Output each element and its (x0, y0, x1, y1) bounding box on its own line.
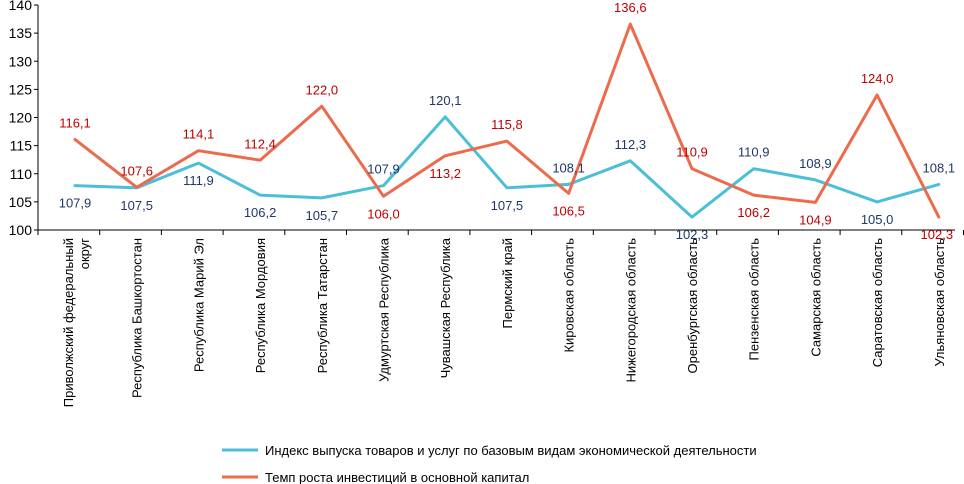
investment-growth-data-label: 104,9 (799, 212, 832, 227)
investment-growth-data-label: 102,3 (921, 227, 954, 242)
output-index-data-label: 111,9 (183, 173, 214, 188)
y-axis: 100 105 110 115 120 125 130 135 140 (9, 0, 39, 238)
investment-growth-data-label: 110,9 (676, 145, 708, 160)
output-index-data-label: 107,9 (367, 162, 400, 177)
investment-growth-data-label: 113,2 (429, 166, 461, 181)
investment-growth-data-label: 106,0 (367, 206, 400, 221)
x-tick-label: Республика Марий Эл (191, 238, 206, 372)
series-lines (73, 22, 941, 219)
x-tick-label: Кировская область (562, 238, 577, 353)
x-tick-label: Пермский край (500, 238, 515, 328)
investment-growth-data-label: 124,0 (861, 71, 894, 86)
output-index-data-label: 102,3 (676, 227, 709, 242)
x-tick-label: Саратовская область (870, 238, 885, 367)
y-tick-label: 115 (10, 138, 33, 154)
x-tick-label: Удмуртская Республика (377, 237, 392, 382)
legend-label-output-index: Индекс выпуска товаров и услуг по базовы… (265, 443, 757, 458)
y-tick-label: 130 (9, 53, 33, 69)
data-labels: 107,9 107,5 111,9 106,2 105,7 107,9 120,1 107,5… (59, 0, 955, 242)
x-axis: Приволжский федеральныйокруг Республика Б… (37, 229, 964, 407)
investment-growth-data-label: 122,0 (306, 82, 339, 97)
investment-growth-data-label: 106,2 (737, 205, 770, 220)
x-tick-label: Республика Мордовия (253, 238, 268, 373)
legend-label-investment-growth: Темп роста инвестиций в основной капитал (265, 470, 529, 484)
investment-growth-line (73, 22, 941, 219)
x-tick-label: Оренбургская область (685, 238, 700, 374)
y-tick-label: 105 (9, 194, 33, 210)
legend: Индекс выпуска товаров и услуг по базовы… (222, 443, 757, 484)
output-index-data-label: 107,9 (59, 196, 92, 211)
x-tick-label: Нижегородская область (623, 238, 638, 383)
output-index-line (73, 115, 941, 219)
output-index-data-label: 107,5 (120, 198, 153, 213)
x-tick-label: Пензенская область (747, 238, 762, 361)
investment-growth-data-label: 107,6 (120, 163, 153, 178)
y-tick-label: 110 (10, 166, 33, 182)
investment-growth-data-label: 112,4 (244, 136, 276, 151)
investment-growth-data-label: 136,6 (614, 0, 647, 15)
x-tick-label: Ульяновская область (932, 238, 947, 367)
x-tick-label: Республика Башкортостан (130, 238, 145, 398)
output-index-data-label: 106,2 (244, 205, 277, 220)
output-index-data-label: 112,3 (615, 137, 647, 152)
output-index-data-label: 108,1 (552, 160, 585, 175)
investment-growth-data-label: 115,8 (491, 117, 523, 132)
y-tick-label: 120 (9, 110, 33, 126)
y-tick-label: 140 (9, 0, 33, 13)
output-index-data-label: 110,9 (738, 145, 770, 160)
investment-growth-data-label: 106,5 (552, 203, 585, 218)
output-index-data-label: 107,5 (491, 198, 524, 213)
output-index-data-label: 105,0 (861, 212, 894, 227)
y-tick-label: 135 (9, 25, 33, 41)
x-tick-label: Чувашская Республика (438, 237, 453, 378)
x-tick-label: Приволжский федеральныйокруг (61, 238, 92, 407)
investment-growth-data-label: 116,1 (59, 115, 91, 130)
investment-growth-data-label: 114,1 (183, 127, 215, 142)
output-index-data-label: 105,7 (306, 208, 339, 223)
x-tick-label-line: округ (77, 238, 92, 270)
x-tick-label: Самарская область (808, 238, 823, 357)
y-tick-label: 100 (9, 222, 33, 238)
output-index-data-label: 108,1 (923, 160, 956, 175)
output-index-data-label: 108,9 (799, 156, 832, 171)
output-index-data-label: 120,1 (429, 93, 462, 108)
x-tick-label: Республика Татарстан (315, 238, 330, 373)
y-tick-label: 125 (9, 81, 33, 97)
x-tick-label-line: Приволжский федеральный (61, 238, 76, 407)
